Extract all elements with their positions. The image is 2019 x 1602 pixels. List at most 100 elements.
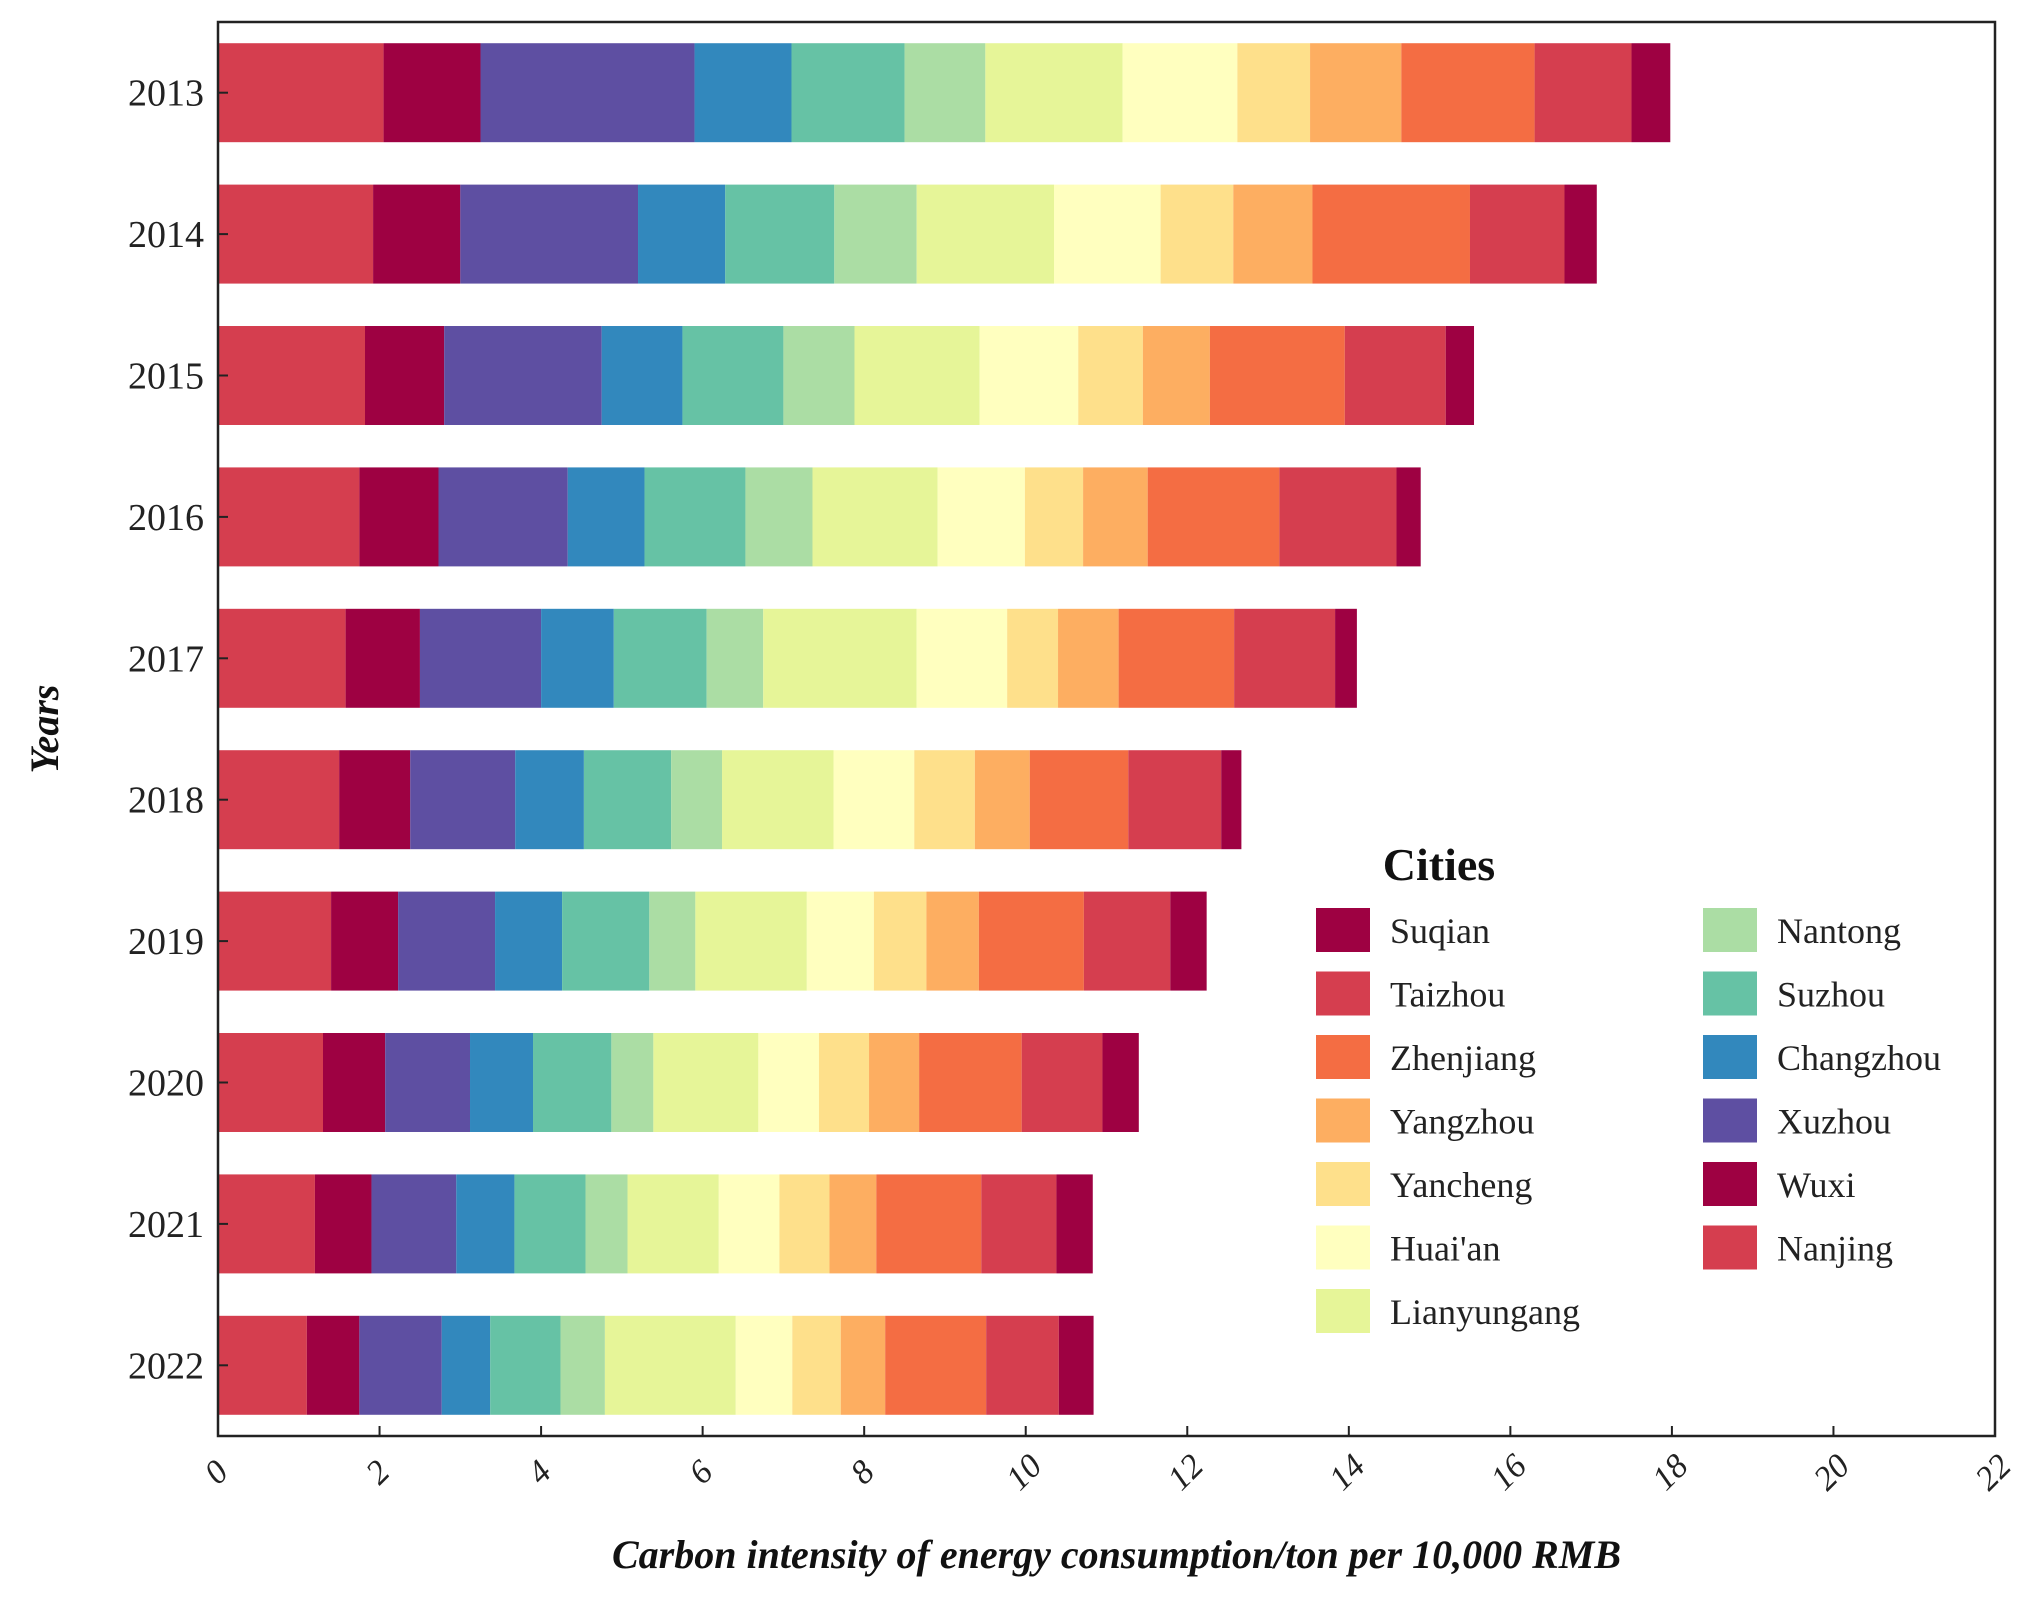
bar-nanjing-2021	[218, 1174, 315, 1274]
bar-wuxi-2020	[323, 1033, 386, 1132]
bar-lianyungang-2015	[854, 326, 980, 425]
bar-xuzhou-2017	[419, 608, 542, 708]
plot-frame	[216, 20, 1997, 1438]
bar-zhenjiang-2021	[876, 1174, 982, 1274]
bar-suzhou-2017	[613, 608, 707, 708]
bar-zhenjiang-2013	[1401, 43, 1535, 143]
bar-taizhou-2020	[1021, 1033, 1103, 1132]
legend-label-lianyungang: Lianyungang	[1390, 1292, 1580, 1332]
bar-xuzhou-2014	[460, 184, 639, 284]
legend-label-xuzhou: Xuzhou	[1777, 1102, 1891, 1142]
bars-layer	[218, 43, 1671, 1415]
legend-swatch-yancheng	[1316, 1162, 1370, 1206]
y-tick-label: 2016	[128, 497, 204, 539]
bar-nantong-2018	[671, 750, 723, 850]
bar-huai-an-2013	[1122, 43, 1238, 143]
bar-suzhou-2020	[533, 1033, 612, 1132]
bar-suqian-2017	[1335, 608, 1357, 708]
bar-taizhou-2022	[986, 1315, 1059, 1415]
bar-suzhou-2013	[791, 43, 905, 143]
bar-taizhou-2018	[1128, 750, 1222, 850]
legend-swatch-suqian	[1316, 908, 1370, 952]
bar-zhenjiang-2015	[1209, 326, 1345, 425]
bar-wuxi-2017	[345, 608, 420, 708]
bar-suqian-2019	[1170, 891, 1207, 991]
x-tick-label: 14	[1322, 1447, 1372, 1497]
bar-xuzhou-2016	[438, 467, 568, 567]
x-tick-label: 10	[999, 1447, 1049, 1497]
y-tick-label: 2018	[128, 780, 204, 822]
legend-swatch-yangzhou	[1316, 1098, 1370, 1143]
bar-nanjing-2013	[218, 43, 384, 143]
bar-yancheng-2016	[1024, 467, 1084, 567]
bar-zhenjiang-2019	[978, 891, 1084, 991]
bar-nanjing-2016	[218, 467, 360, 567]
x-tick-label: 4	[521, 1453, 559, 1491]
bar-suzhou-2021	[514, 1174, 586, 1274]
bar-xuzhou-2019	[398, 891, 496, 991]
bar-huai-an-2022	[735, 1315, 793, 1415]
bar-suqian-2013	[1631, 43, 1671, 143]
legend-label-nanjing: Nanjing	[1777, 1229, 1893, 1269]
bar-lianyungang-2018	[722, 750, 834, 850]
bar-wuxi-2022	[306, 1315, 360, 1415]
bar-huai-an-2021	[718, 1174, 780, 1274]
bar-lianyungang-2017	[763, 608, 917, 708]
bar-suqian-2021	[1056, 1174, 1093, 1274]
bar-lianyungang-2019	[695, 891, 807, 991]
bar-taizhou-2013	[1534, 43, 1632, 143]
y-axis: 2013 2014 2015 2016 2017 2018 2019 2020 2021 2022	[128, 73, 228, 1387]
bar-nantong-2019	[649, 891, 696, 991]
x-axis-title: Carbon intensity of energy consumption/t…	[612, 1532, 1621, 1577]
bar-yangzhou-2015	[1142, 326, 1210, 425]
bar-huai-an-2015	[979, 326, 1079, 425]
bar-changzhou-2018	[515, 750, 584, 850]
legend-swatch-huai-an	[1316, 1225, 1370, 1270]
bar-wuxi-2014	[373, 184, 461, 284]
bar-taizhou-2017	[1234, 608, 1336, 708]
legend-swatch-lianyungang	[1316, 1289, 1370, 1333]
y-tick-label: 2022	[128, 1345, 204, 1387]
legend-swatch-nantong	[1703, 908, 1757, 952]
bar-nantong-2017	[706, 608, 764, 708]
bar-taizhou-2015	[1344, 326, 1446, 425]
bar-yancheng-2018	[914, 750, 975, 850]
y-tick-label: 2014	[128, 214, 204, 256]
bar-xuzhou-2018	[410, 750, 516, 850]
legend-swatch-changzhou	[1703, 1035, 1757, 1079]
bar-changzhou-2020	[470, 1033, 534, 1132]
bar-yangzhou-2021	[829, 1174, 877, 1274]
legend-swatch-zhenjiang	[1316, 1035, 1370, 1079]
y-tick-label: 2017	[128, 638, 204, 680]
bar-wuxi-2016	[359, 467, 439, 567]
legend-swatch-xuzhou	[1703, 1098, 1757, 1143]
bar-huai-an-2018	[833, 750, 915, 850]
bar-suqian-2022	[1058, 1315, 1094, 1415]
bar-yancheng-2013	[1237, 43, 1311, 143]
legend-label-suzhou: Suzhou	[1777, 975, 1885, 1015]
bar-yancheng-2020	[818, 1033, 870, 1132]
bar-zhenjiang-2016	[1147, 467, 1280, 567]
x-tick-label: 0	[197, 1453, 235, 1491]
legend-label-zhenjiang: Zhenjiang	[1390, 1038, 1536, 1078]
bar-yangzhou-2014	[1233, 184, 1313, 284]
bar-suzhou-2022	[490, 1315, 561, 1415]
bar-nanjing-2014	[218, 184, 374, 284]
legend-title: Cities	[1383, 839, 1495, 890]
legend-label-yangzhou: Yangzhou	[1390, 1102, 1534, 1142]
bar-yancheng-2014	[1160, 184, 1234, 284]
bar-changzhou-2022	[441, 1315, 491, 1415]
bar-suzhou-2019	[562, 891, 650, 991]
y-tick-label: 2013	[128, 73, 204, 115]
bar-yancheng-2019	[873, 891, 927, 991]
bar-taizhou-2014	[1469, 184, 1565, 284]
bar-yangzhou-2018	[974, 750, 1030, 850]
bar-changzhou-2016	[567, 467, 645, 567]
y-tick-label: 2015	[128, 356, 204, 398]
bar-nanjing-2015	[218, 326, 366, 425]
bar-suqian-2016	[1396, 467, 1421, 567]
y-axis-title: Years	[22, 685, 67, 774]
bar-wuxi-2013	[383, 43, 481, 143]
legend-label-changzhou: Changzhou	[1777, 1038, 1941, 1078]
